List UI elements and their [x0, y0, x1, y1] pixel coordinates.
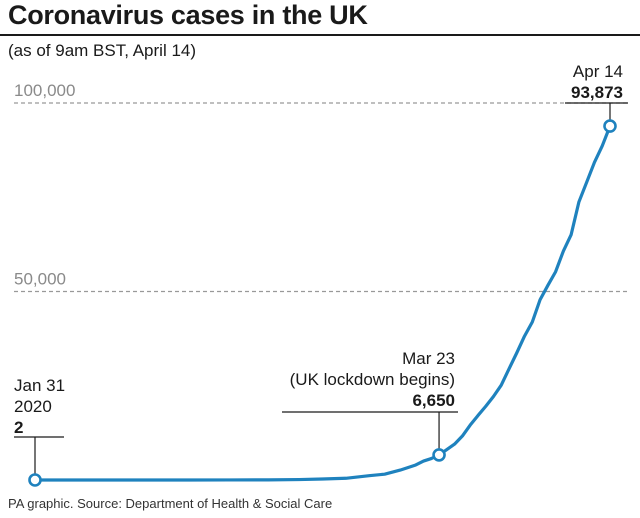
annotation-label: Jan 31	[14, 376, 65, 395]
chart-subtitle: (as of 9am BST, April 14)	[8, 41, 197, 60]
data-point-marker	[28, 473, 42, 487]
data-point-marker	[432, 448, 446, 462]
annotation-value: 2	[14, 418, 23, 437]
chart-title: Coronavirus cases in the UK	[8, 0, 368, 30]
annotation-label: Mar 23	[402, 349, 455, 368]
annotation-label: (UK lockdown begins)	[290, 370, 455, 389]
annotation-value: 6,650	[412, 391, 455, 410]
annotation-label: 2020	[14, 397, 52, 416]
annotation-value: 93,873	[571, 83, 623, 102]
data-point-marker	[603, 119, 617, 133]
source-note: PA graphic. Source: Department of Health…	[8, 496, 333, 511]
series-line	[33, 124, 612, 482]
y-tick-label: 50,000	[14, 270, 66, 289]
title-divider	[0, 34, 640, 36]
y-tick-label: 100,000	[14, 81, 75, 100]
annotation-label: Apr 14	[573, 62, 623, 81]
